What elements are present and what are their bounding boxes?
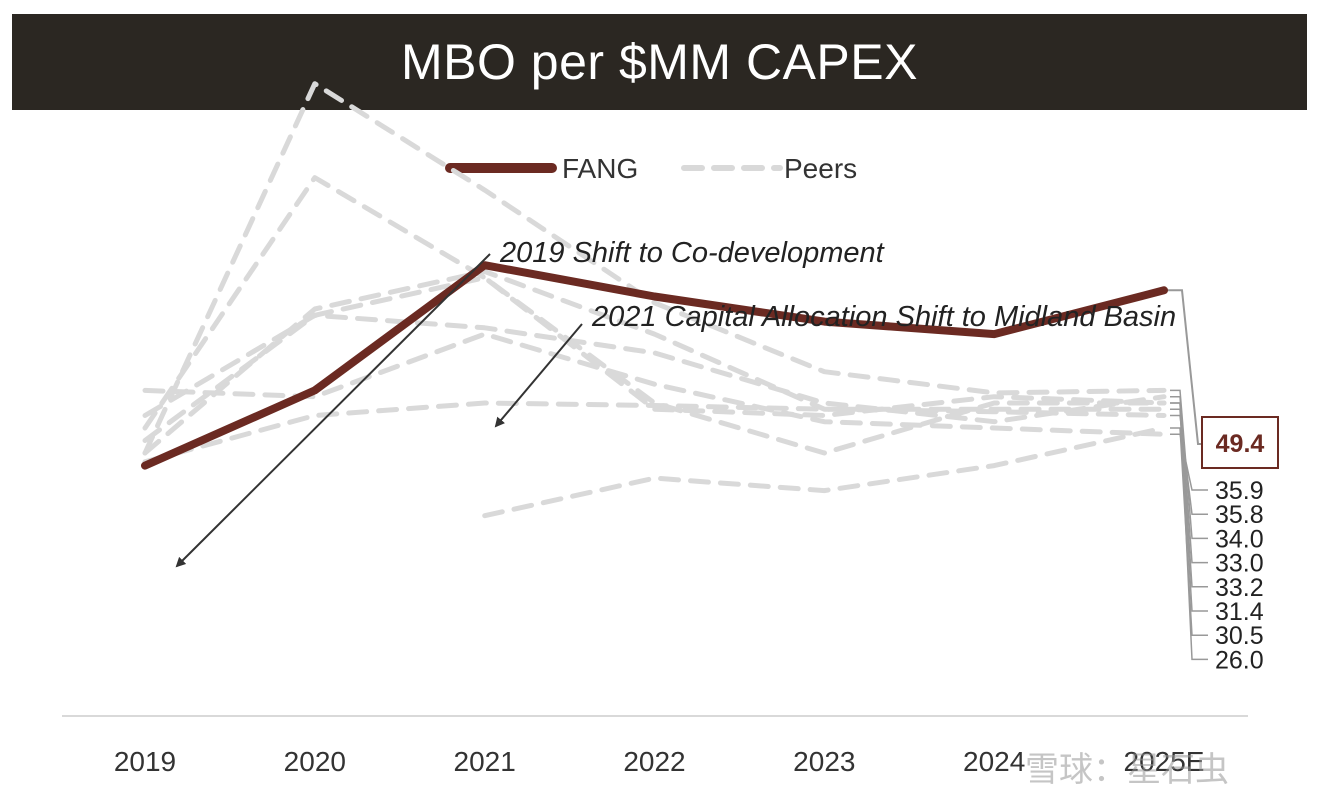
annotation-text-2019: 2019 Shift to Co-development xyxy=(499,237,886,269)
x-tick-label-2021: 2021 xyxy=(454,746,516,777)
fang-series xyxy=(141,261,1168,470)
x-axis-ticks: 2019 2020 2021 2022 2023 2024 2025E xyxy=(114,746,1205,777)
peer-leader-line-3 xyxy=(1170,389,1208,540)
annotation-co-development: 2019 Shift to Co-development xyxy=(175,237,886,568)
x-tick-label-2024: 2024 xyxy=(963,746,1025,777)
annotation-text-2021: 2021 Capital Allocation Shift to Midland… xyxy=(591,301,1176,333)
legend-label-fang: FANG xyxy=(562,153,638,184)
peer-end-label-5: 33.2 xyxy=(1215,574,1264,602)
peer-end-label-4: 33.0 xyxy=(1215,550,1264,578)
annotation-midland-basin: 2021 Capital Allocation Shift to Midland… xyxy=(494,301,1176,428)
peer-leader-line-6 xyxy=(1170,408,1208,612)
peer-end-label-8: 26.0 xyxy=(1215,646,1264,674)
x-tick-label-2019: 2019 xyxy=(114,746,176,777)
peer-end-label-3: 34.0 xyxy=(1215,525,1264,553)
peer-end-label-1: 35.9 xyxy=(1215,477,1264,505)
x-tick-label-2022: 2022 xyxy=(623,746,685,777)
peer-leader-line-8 xyxy=(1170,402,1208,661)
legend-label-peers: Peers xyxy=(784,153,857,184)
peer-end-label-6: 31.4 xyxy=(1215,598,1264,626)
peer-line-6 xyxy=(142,269,1167,456)
x-tick-label-2023: 2023 xyxy=(793,746,855,777)
peer-line-7 xyxy=(482,425,1167,519)
chart-title: MBO per $MM CAPEX xyxy=(401,34,918,90)
annotation-arrow-2019 xyxy=(175,253,491,568)
fang-leader-line xyxy=(1168,289,1202,445)
peer-line-2 xyxy=(142,400,1167,465)
watermark: 雪球：星石虫 xyxy=(1025,750,1229,790)
peer-line-3 xyxy=(142,81,1167,456)
x-tick-label-2020: 2020 xyxy=(284,746,346,777)
peer-series xyxy=(142,81,1167,519)
peer-line-8 xyxy=(142,275,1167,443)
fang-end-label: 49.4 xyxy=(1216,430,1265,458)
peer-end-label-7: 30.5 xyxy=(1215,622,1264,650)
peer-line-1 xyxy=(142,331,1167,437)
end-labels: 49.4 35.935.834.033.033.231.430.526.0 xyxy=(1168,289,1279,674)
fang-end-label-box xyxy=(1201,416,1279,469)
annotation-arrow-2021 xyxy=(494,323,583,428)
title-bar: MBO per $MM CAPEX xyxy=(12,14,1307,110)
peer-leader-line-4 xyxy=(1170,395,1208,564)
legend: FANG Peers xyxy=(445,153,857,184)
x-tick-label-2025e: 2025E xyxy=(1124,746,1205,777)
fang-line xyxy=(141,261,1168,470)
peer-line-5 xyxy=(142,175,1167,456)
peer-end-label-2: 35.8 xyxy=(1215,501,1264,529)
